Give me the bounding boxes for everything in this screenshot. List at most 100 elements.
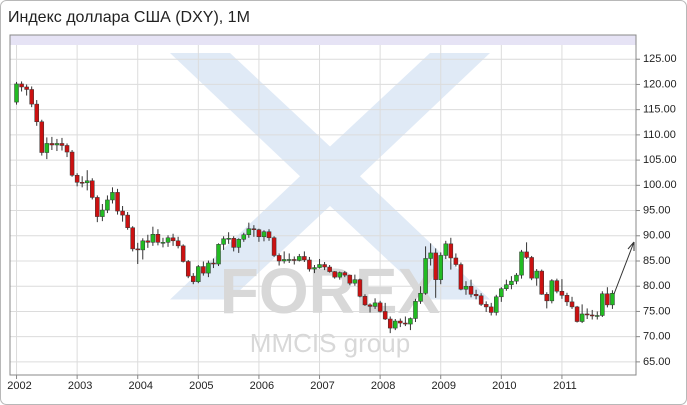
plot-frame: [9, 34, 637, 376]
candle-body: [231, 238, 236, 248]
candle-body: [297, 256, 302, 261]
candle-body: [539, 270, 544, 295]
candle-body: [544, 294, 550, 302]
candle-body: [14, 83, 19, 103]
candle-body: [206, 262, 211, 274]
y-tick-label: 75.00: [643, 305, 671, 317]
candle-body: [44, 143, 50, 153]
candle-body: [196, 266, 201, 282]
candle-body: [398, 320, 403, 324]
candle-body: [357, 279, 363, 297]
candle-body: [317, 264, 322, 268]
y-tick-label: 70.00: [643, 331, 671, 343]
candle-body: [271, 237, 277, 256]
candle-body: [105, 199, 110, 211]
candle-body: [514, 274, 519, 282]
y-tick-label: 115.00: [643, 104, 676, 116]
candle-body: [377, 302, 383, 312]
candle-body: [352, 279, 358, 284]
candle-body: [216, 244, 221, 265]
candle-body: [382, 311, 388, 320]
y-tick-label: 65.00: [643, 356, 671, 368]
watermark-text: MMCIS group: [250, 328, 410, 358]
candle-body: [155, 234, 161, 243]
candle-body: [337, 272, 342, 278]
x-tick-label: 2004: [128, 380, 152, 392]
candle-body: [559, 291, 565, 296]
y-tick-label: 95.00: [643, 204, 671, 216]
candle-body: [302, 256, 307, 261]
candle-body: [428, 252, 433, 259]
candle-body: [286, 259, 292, 261]
candle-body: [529, 257, 534, 279]
candle-body: [448, 243, 454, 259]
candle-body: [256, 229, 262, 238]
candle-body: [387, 318, 393, 329]
candle-body: [135, 248, 140, 251]
candle-body: [110, 192, 115, 201]
candle-body: [246, 228, 252, 236]
candle-body: [478, 295, 484, 305]
candle-body: [185, 261, 191, 277]
candle-body: [322, 264, 327, 268]
candle-body: [312, 267, 317, 270]
y-tick-label: 80.00: [643, 280, 671, 292]
candle-body: [150, 234, 156, 243]
candle-body: [24, 86, 29, 90]
candle-body: [443, 243, 449, 256]
candle-body: [160, 242, 166, 244]
candle-body: [100, 209, 105, 217]
y-tick-label: 85.00: [643, 255, 671, 267]
candle-body: [266, 231, 272, 239]
y-tick-label: 125.00: [643, 53, 677, 65]
candle-body: [95, 197, 100, 217]
candle-body: [170, 237, 176, 242]
candle-body: [191, 275, 196, 282]
candle-body: [423, 258, 428, 294]
trend-arrow: [613, 241, 635, 295]
candle-body: [34, 103, 39, 123]
candle-body: [64, 145, 70, 153]
candle-body: [483, 304, 489, 308]
y-tick-label: 90.00: [643, 230, 671, 242]
x-tick-label: 2007: [310, 380, 334, 392]
candle-body: [519, 251, 524, 276]
candle-body: [574, 306, 580, 322]
candle-body: [221, 238, 226, 245]
x-tick-label: 2008: [371, 380, 395, 392]
watermark: [170, 53, 490, 300]
x-tick-label: 2010: [492, 380, 516, 392]
y-tick-label: 105.00: [643, 154, 677, 166]
candle-body: [342, 272, 348, 276]
candle-body: [39, 121, 45, 153]
candle-body: [468, 285, 474, 295]
candle-body: [367, 304, 373, 307]
candle-body: [29, 89, 34, 105]
candle-body: [276, 255, 282, 262]
candle-body: [125, 214, 130, 228]
candle-body: [584, 313, 590, 316]
candle-body: [549, 280, 555, 302]
x-tick-label: 2011: [553, 380, 577, 392]
candle-body: [362, 296, 368, 306]
candle-body: [579, 313, 585, 322]
candle-body: [453, 257, 459, 265]
candle-body: [463, 285, 469, 290]
candle-body: [499, 288, 504, 298]
candle-body: [251, 228, 257, 230]
candle-body: [488, 306, 494, 313]
candle-body: [84, 180, 90, 184]
x-tick-label: 2006: [250, 380, 274, 392]
candle-body: [49, 143, 55, 146]
candle-body: [413, 301, 418, 319]
candle-body: [589, 314, 595, 317]
x-tick-label: 2005: [189, 380, 213, 392]
candle-body: [74, 174, 80, 183]
candle-body: [610, 293, 615, 306]
candle-body: [69, 151, 75, 176]
candle-body: [79, 182, 85, 184]
candle-body: [534, 270, 539, 279]
candle-body: [90, 180, 95, 198]
candle-body: [261, 231, 267, 238]
